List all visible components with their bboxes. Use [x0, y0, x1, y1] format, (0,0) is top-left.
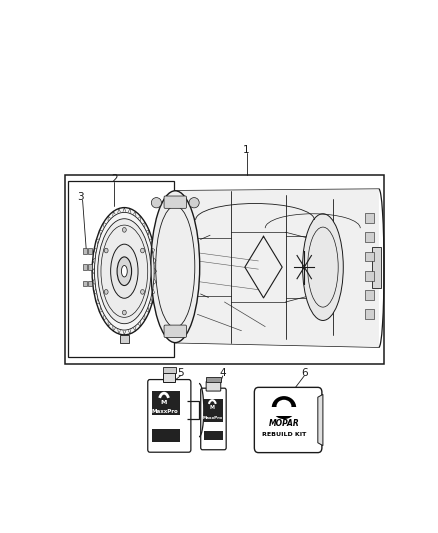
- Ellipse shape: [117, 257, 131, 286]
- Ellipse shape: [276, 400, 291, 413]
- FancyBboxPatch shape: [164, 196, 187, 208]
- Ellipse shape: [189, 198, 199, 208]
- Ellipse shape: [121, 265, 127, 277]
- Polygon shape: [318, 394, 323, 446]
- Bar: [83, 281, 87, 286]
- Circle shape: [104, 289, 108, 294]
- Bar: [365, 252, 374, 261]
- Bar: [120, 335, 129, 343]
- FancyBboxPatch shape: [254, 387, 322, 453]
- Text: REBUILD KIT: REBUILD KIT: [262, 432, 306, 437]
- Ellipse shape: [151, 198, 162, 208]
- Bar: [365, 232, 374, 242]
- Bar: [152, 391, 180, 426]
- Bar: [65, 175, 384, 364]
- Text: MaxxPro: MaxxPro: [152, 409, 178, 414]
- Bar: [88, 248, 92, 254]
- Bar: [204, 431, 223, 440]
- Bar: [365, 290, 374, 300]
- Text: 1: 1: [243, 145, 250, 155]
- Bar: [162, 367, 176, 373]
- Bar: [163, 373, 175, 382]
- Text: MaxxPro: MaxxPro: [202, 416, 223, 420]
- Bar: [204, 399, 223, 431]
- FancyBboxPatch shape: [201, 388, 226, 450]
- Text: M: M: [161, 400, 167, 405]
- Bar: [83, 248, 87, 254]
- Text: 5: 5: [177, 368, 184, 377]
- Bar: [372, 247, 381, 288]
- Text: 6: 6: [301, 368, 307, 377]
- Text: 2: 2: [111, 174, 117, 184]
- Bar: [365, 213, 374, 223]
- Bar: [271, 407, 297, 416]
- Ellipse shape: [92, 207, 156, 335]
- Bar: [206, 377, 220, 382]
- Bar: [88, 264, 92, 270]
- Text: MOPAR: MOPAR: [268, 419, 299, 429]
- Ellipse shape: [98, 219, 151, 324]
- Ellipse shape: [272, 396, 296, 419]
- FancyBboxPatch shape: [206, 381, 221, 391]
- Bar: [204, 423, 223, 431]
- Bar: [83, 264, 87, 270]
- Bar: [365, 271, 374, 281]
- Bar: [152, 430, 180, 442]
- Bar: [68, 181, 173, 358]
- Circle shape: [122, 310, 126, 315]
- Ellipse shape: [303, 214, 343, 320]
- Polygon shape: [175, 189, 379, 347]
- FancyBboxPatch shape: [164, 325, 187, 337]
- Bar: [365, 309, 374, 319]
- Circle shape: [141, 289, 145, 294]
- FancyBboxPatch shape: [148, 379, 191, 452]
- Ellipse shape: [151, 191, 200, 343]
- Ellipse shape: [111, 244, 138, 298]
- Circle shape: [122, 228, 126, 232]
- Text: M: M: [210, 405, 215, 410]
- Text: 3: 3: [77, 192, 84, 203]
- Circle shape: [141, 248, 145, 253]
- Bar: [88, 281, 92, 286]
- Circle shape: [104, 248, 108, 253]
- Bar: [152, 415, 180, 426]
- Text: 4: 4: [219, 368, 226, 377]
